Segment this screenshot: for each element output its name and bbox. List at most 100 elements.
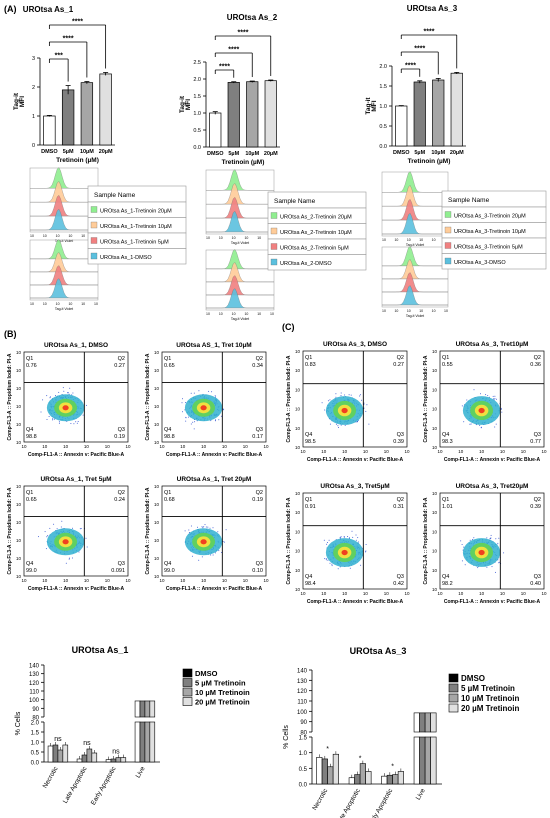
scatter-point xyxy=(202,527,204,529)
x-tick-label: Early Apoptotic xyxy=(90,765,118,807)
scatter-point xyxy=(182,398,183,400)
x-tick-label: 10 xyxy=(222,444,228,449)
x-tick-label: Early Apoptotic xyxy=(367,787,395,818)
y-tick-label: 1.0 xyxy=(379,104,387,110)
scatter-point xyxy=(218,419,220,421)
scatter-point xyxy=(209,527,211,529)
scatter-title: UROtsa As_3, DMSO xyxy=(323,341,387,348)
x-tick-label: 10 xyxy=(384,449,390,454)
legend-swatch xyxy=(182,687,193,697)
scatter-point xyxy=(337,425,339,427)
scatter-point xyxy=(343,536,345,537)
x-tick-label: 10 xyxy=(437,591,443,596)
bar xyxy=(115,757,122,763)
scatter-point xyxy=(324,558,326,560)
y-tick-label: 130 xyxy=(297,679,308,685)
x-tick-label: DMSO xyxy=(41,149,58,155)
scatter-point xyxy=(190,392,192,394)
bar xyxy=(52,744,59,763)
bar xyxy=(430,736,437,785)
bar xyxy=(144,721,151,763)
scatter-point xyxy=(365,550,367,552)
scatter-point xyxy=(210,420,212,422)
quadrant-name: Q1 xyxy=(442,355,449,361)
scatter-x-label: Comp-FL1-A :: Annexin v: Pacific Blue-A xyxy=(444,457,541,463)
quadrant-name: Q4 xyxy=(442,574,449,580)
histogram-x-label: Tag-it Violet xyxy=(406,314,424,318)
x-tick-label: 10 xyxy=(21,578,27,583)
quadrant-value-q2: 0.19 xyxy=(252,497,263,503)
y-tick-label: 10 xyxy=(432,387,438,392)
histogram-trace xyxy=(381,246,449,267)
y-tick-label: 1 xyxy=(32,114,35,120)
x-tick-label: 10 xyxy=(263,444,269,449)
scatter-point xyxy=(351,530,353,532)
scatter-point xyxy=(223,409,225,411)
scatter-x-label: Comp-FL1-A :: Annexin v: Pacific Blue-A xyxy=(166,586,263,592)
y-tick-label: 10 xyxy=(154,520,160,525)
histogram-tick-label: 10 xyxy=(81,302,85,306)
scatter-point xyxy=(214,420,216,422)
legend-swatch xyxy=(448,673,459,683)
scatter-point xyxy=(461,560,463,562)
legend-swatch xyxy=(182,668,193,678)
y-tick-label: 10 xyxy=(16,484,22,489)
scatter-point xyxy=(486,566,488,568)
bar xyxy=(432,79,445,147)
quadrant-value-q1: 0.65 xyxy=(26,497,37,503)
scatter-point xyxy=(212,527,214,529)
quadrant-name: Q4 xyxy=(305,574,312,580)
scatter-y-label: Comp-FL3-A :: Propidium Iodid: PI-A xyxy=(286,355,292,442)
scatter-point xyxy=(58,421,60,423)
histogram-tick-label: 10 xyxy=(56,302,60,306)
scatter-point xyxy=(486,537,488,539)
legend-item: UROtsa As_3-Tretinoin 5µM xyxy=(454,245,523,251)
scatter-point xyxy=(184,530,186,532)
legend-swatch xyxy=(444,226,452,234)
quadrant-name: Q3 xyxy=(397,574,404,580)
y-tick-label: 100 xyxy=(297,710,308,716)
quadrant-name: Q2 xyxy=(534,355,541,361)
scatter-point xyxy=(495,571,496,573)
bar xyxy=(413,81,426,147)
quadrant-value-q1: 0.65 xyxy=(164,363,175,369)
legend-swatch xyxy=(90,252,98,260)
scatter-point xyxy=(490,534,492,536)
bar xyxy=(424,736,431,785)
density-level xyxy=(341,407,348,414)
x-tick-label: 10 xyxy=(500,591,506,596)
legend-item: 5 µM Tretinoin xyxy=(461,684,515,693)
bar xyxy=(450,72,463,147)
scatter-point xyxy=(355,534,357,536)
x-tick-label: 10 xyxy=(541,449,547,454)
legend-item: UROtsa As_1-DMSO xyxy=(100,255,152,261)
significance-label: **** xyxy=(63,36,74,43)
quadrant-name: Q3 xyxy=(256,561,263,567)
y-tick-label: 1.0 xyxy=(299,751,308,757)
scatter-y-label: Comp-FL3-A :: Propidium Iodid: PI-A xyxy=(286,497,292,584)
x-tick-label: 10 xyxy=(321,449,327,454)
histogram-tick-label: 10 xyxy=(219,312,223,316)
density-level xyxy=(62,539,69,545)
y-tick-label: 10 xyxy=(295,349,301,354)
scatter-point xyxy=(461,405,463,407)
x-tick-label: 10 xyxy=(541,591,547,596)
histogram-tick-label: 10 xyxy=(257,312,261,316)
scatter-point xyxy=(335,396,337,398)
y-tick-label: 110 xyxy=(29,690,39,696)
histogram-tick-label: 10 xyxy=(206,236,210,240)
histogram-tick-label: 10 xyxy=(219,236,223,240)
quadrant-name: Q2 xyxy=(534,497,541,503)
quadrant-value-q4: 99.0 xyxy=(26,568,37,574)
x-tick-label: 20µM xyxy=(99,149,113,155)
x-tick-label: 10 xyxy=(42,578,48,583)
scatter-point xyxy=(463,546,465,548)
significance-label: ns xyxy=(83,740,91,747)
legend-item: UROtsa As_3-DMSO xyxy=(454,260,506,266)
scatter-point xyxy=(53,418,55,420)
quadrant-value-q1: 0.68 xyxy=(164,497,175,503)
legend-item: 10 µM Tretinoin xyxy=(195,688,250,697)
legend-swatch xyxy=(270,227,278,235)
y-tick-label: 10 xyxy=(295,407,301,412)
y-tick-label: 10 xyxy=(432,426,438,431)
